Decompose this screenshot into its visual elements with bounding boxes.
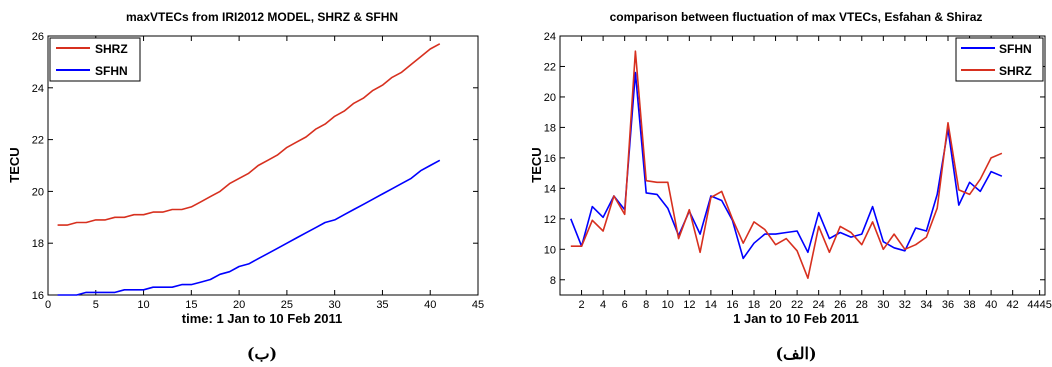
x-tick-label: 26 bbox=[834, 299, 846, 311]
x-tick-label: 42 bbox=[1007, 299, 1019, 311]
y-tick-label: 24 bbox=[32, 83, 44, 95]
x-tick-label: 15 bbox=[185, 299, 197, 311]
chart-left-y-axis: 16 18 20 22 24 26 bbox=[32, 31, 478, 302]
chart-left-caption: (ب) bbox=[247, 344, 277, 363]
chart-left-legend-box bbox=[49, 37, 141, 82]
x-tick-label: 5 bbox=[93, 299, 99, 311]
x-tick-label: 14 bbox=[705, 299, 717, 311]
chart-right-legend-box bbox=[955, 37, 1044, 82]
x-tick-label: 4445 bbox=[1027, 299, 1051, 311]
x-tick-label: 28 bbox=[856, 299, 868, 311]
chart-left-xlabel: time: 1 Jan to 10 Feb 2011 bbox=[182, 311, 342, 326]
x-tick-label: 12 bbox=[683, 299, 695, 311]
x-tick-label: 34 bbox=[920, 299, 932, 311]
x-tick-label: 20 bbox=[769, 299, 781, 311]
y-tick-label: 22 bbox=[32, 135, 44, 147]
series-line-shrz bbox=[57, 43, 441, 226]
y-tick-label: 14 bbox=[544, 183, 556, 195]
chart-left-ylabel: TECU bbox=[7, 147, 22, 182]
chart-right-ylabel: TECU bbox=[529, 147, 544, 182]
y-tick-label: 18 bbox=[544, 122, 556, 134]
x-tick-label: 8 bbox=[643, 299, 649, 311]
x-tick-label: 2 bbox=[578, 299, 584, 311]
y-tick-label: 26 bbox=[32, 31, 44, 43]
x-tick-label: 6 bbox=[622, 299, 628, 311]
legend-label-sfhn: SFHN bbox=[999, 42, 1032, 56]
chart-left-title: maxVTECs from IRI2012 MODEL, SHRZ & SFHN bbox=[126, 10, 398, 24]
y-tick-label: 24 bbox=[544, 31, 556, 43]
y-tick-label: 18 bbox=[32, 238, 44, 250]
legend-label-shrz: SHRZ bbox=[999, 64, 1032, 78]
y-tick-label: 16 bbox=[32, 290, 44, 302]
legend-label-sfhn: SFHN bbox=[95, 64, 128, 78]
x-tick-label: 25 bbox=[281, 299, 293, 311]
x-tick-label: 35 bbox=[376, 299, 388, 311]
series-line-sfhn bbox=[57, 159, 441, 296]
x-tick-label: 36 bbox=[942, 299, 954, 311]
x-tick-label: 40 bbox=[424, 299, 436, 311]
x-tick-label: 38 bbox=[963, 299, 975, 311]
chart-right: comparison between fluctuation of max VT… bbox=[529, 10, 1052, 363]
x-tick-label: 22 bbox=[791, 299, 803, 311]
x-tick-label: 4 bbox=[600, 299, 606, 311]
x-tick-label: 30 bbox=[329, 299, 341, 311]
y-tick-label: 20 bbox=[544, 92, 556, 104]
y-tick-label: 20 bbox=[32, 186, 44, 198]
y-tick-label: 22 bbox=[544, 61, 556, 73]
chart-right-xlabel: 1 Jan to 10 Feb 2011 bbox=[733, 311, 859, 326]
chart-right-legend: SFHN SHRZ bbox=[955, 37, 1044, 82]
x-tick-label: 30 bbox=[877, 299, 889, 311]
y-tick-label: 8 bbox=[550, 275, 556, 287]
chart-right-caption: (الف) bbox=[775, 344, 816, 363]
y-tick-label: 10 bbox=[544, 244, 556, 256]
x-tick-label: 40 bbox=[985, 299, 997, 311]
x-tick-label: 10 bbox=[137, 299, 149, 311]
x-tick-label: 24 bbox=[813, 299, 825, 311]
chart-left: maxVTECs from IRI2012 MODEL, SHRZ & SFHN… bbox=[7, 10, 484, 363]
chart-left-legend: SHRZ SFHN bbox=[49, 37, 141, 82]
series-line-shrz bbox=[570, 50, 1003, 280]
chart-left-x-axis: 0 5 10 15 20 25 30 35 40 45 bbox=[45, 36, 484, 311]
series-line-sfhn bbox=[570, 71, 1003, 260]
y-tick-label: 12 bbox=[544, 214, 556, 226]
x-tick-label: 45 bbox=[472, 299, 484, 311]
chart-right-series bbox=[570, 50, 1003, 280]
legend-label-shrz: SHRZ bbox=[95, 42, 128, 56]
x-tick-label: 0 bbox=[45, 299, 51, 311]
chart-right-title: comparison between fluctuation of max VT… bbox=[610, 10, 983, 24]
y-tick-label: 16 bbox=[544, 153, 556, 165]
x-tick-label: 32 bbox=[899, 299, 911, 311]
chart-left-series bbox=[57, 43, 441, 296]
x-tick-label: 18 bbox=[748, 299, 760, 311]
x-tick-label: 20 bbox=[233, 299, 245, 311]
x-tick-label: 16 bbox=[726, 299, 738, 311]
chart-right-y-axis: 8 10 12 14 16 18 20 22 24 bbox=[544, 31, 1045, 287]
x-tick-label: 10 bbox=[662, 299, 674, 311]
